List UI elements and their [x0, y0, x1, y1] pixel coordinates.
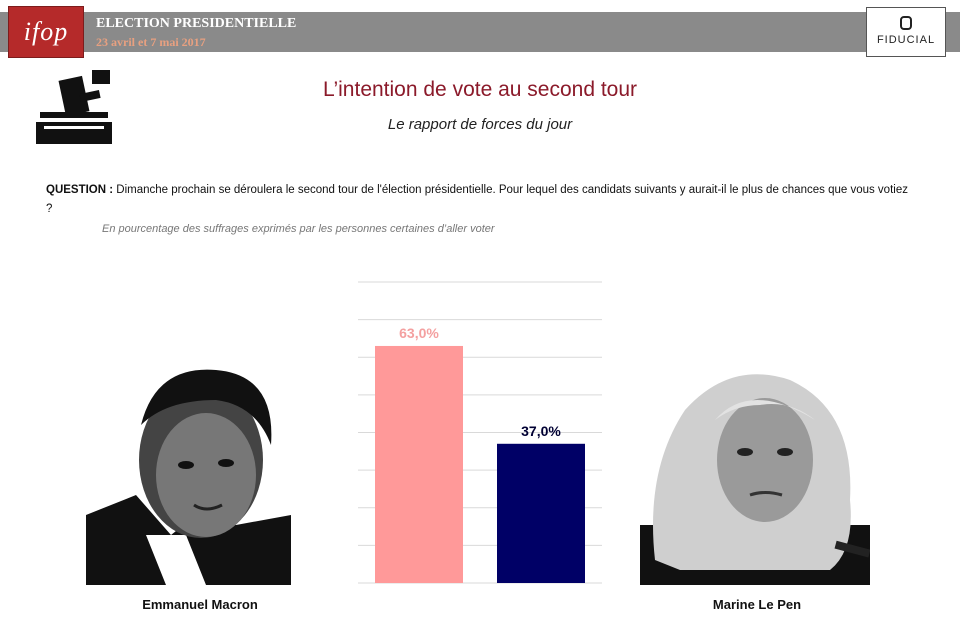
- page-subtitle: Le rapport de forces du jour: [387, 116, 573, 133]
- data-label: 37,0%: [521, 423, 561, 439]
- question-body: Dimanche prochain se déroulera le second…: [46, 184, 908, 215]
- macron-portrait: [86, 365, 291, 585]
- logo-text: ifop: [23, 17, 69, 46]
- partner-text: FIDUCIAL: [876, 34, 936, 46]
- method-note: En pourcentage des suffrages exprimés pa…: [102, 223, 495, 235]
- fiducial-logo: FIDUCIAL: [866, 7, 946, 57]
- fiducial-mark-icon: [900, 16, 912, 30]
- header-subtitle: 23 avril et 7 mai 2017: [96, 35, 206, 49]
- ballot-box-icon: [36, 70, 112, 144]
- candidate-name-right: Marine Le Pen: [712, 597, 802, 612]
- ifop-logo: ifop: [8, 6, 84, 58]
- question-text: QUESTION : Dimanche prochain se dérouler…: [46, 181, 916, 219]
- header-bar: [0, 12, 960, 52]
- header-title: ELECTION PRESIDENTIELLE: [96, 16, 297, 31]
- bar-le-pen: [497, 443, 585, 583]
- data-label: 63,0%: [399, 325, 439, 341]
- page-title: L’intention de vote au second tour: [322, 78, 638, 101]
- candidate-name-left: Emmanuel Macron: [142, 597, 258, 612]
- question-label: QUESTION :: [46, 184, 114, 196]
- bar-macron: [375, 345, 463, 583]
- le-pen-portrait: [640, 360, 870, 585]
